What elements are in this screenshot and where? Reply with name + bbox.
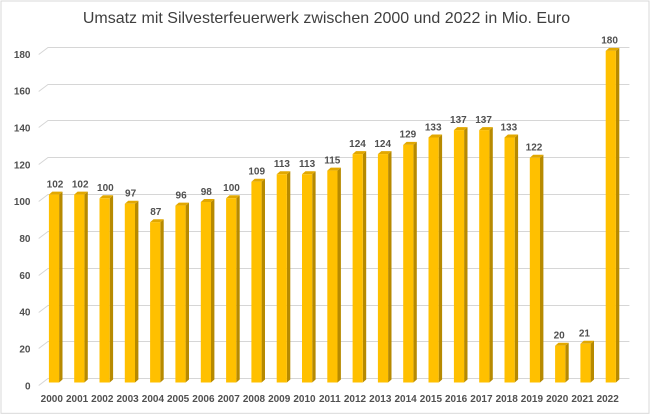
svg-text:2012: 2012 bbox=[344, 394, 367, 405]
svg-text:2006: 2006 bbox=[192, 394, 215, 405]
svg-text:140: 140 bbox=[14, 124, 31, 135]
svg-text:2014: 2014 bbox=[394, 394, 417, 405]
svg-text:2001: 2001 bbox=[66, 394, 89, 405]
svg-text:102: 102 bbox=[47, 179, 64, 190]
svg-text:2005: 2005 bbox=[167, 394, 190, 405]
svg-text:133: 133 bbox=[425, 122, 442, 133]
svg-text:21: 21 bbox=[579, 329, 591, 340]
svg-text:115: 115 bbox=[324, 155, 341, 166]
svg-text:113: 113 bbox=[274, 159, 291, 170]
svg-text:2008: 2008 bbox=[243, 394, 266, 405]
svg-text:137: 137 bbox=[450, 115, 467, 126]
svg-text:2018: 2018 bbox=[496, 394, 519, 405]
svg-text:124: 124 bbox=[349, 139, 366, 150]
svg-text:2009: 2009 bbox=[268, 394, 291, 405]
svg-text:2016: 2016 bbox=[445, 394, 468, 405]
svg-text:20: 20 bbox=[19, 345, 31, 356]
svg-text:2021: 2021 bbox=[571, 394, 594, 405]
svg-text:113: 113 bbox=[299, 159, 316, 170]
svg-text:2019: 2019 bbox=[521, 394, 544, 405]
svg-text:124: 124 bbox=[374, 139, 391, 150]
svg-text:98: 98 bbox=[201, 187, 213, 198]
svg-text:20: 20 bbox=[554, 331, 566, 342]
svg-text:100: 100 bbox=[97, 183, 114, 194]
svg-text:2011: 2011 bbox=[319, 394, 341, 405]
svg-text:2020: 2020 bbox=[546, 394, 569, 405]
svg-text:2002: 2002 bbox=[91, 394, 114, 405]
svg-text:100: 100 bbox=[14, 197, 31, 208]
svg-text:122: 122 bbox=[526, 143, 543, 154]
svg-text:160: 160 bbox=[14, 87, 31, 98]
svg-text:80: 80 bbox=[19, 234, 31, 245]
svg-text:2010: 2010 bbox=[293, 394, 316, 405]
svg-text:2007: 2007 bbox=[218, 394, 241, 405]
svg-text:2022: 2022 bbox=[597, 394, 620, 405]
svg-text:100: 100 bbox=[223, 183, 240, 194]
svg-text:2015: 2015 bbox=[420, 394, 443, 405]
svg-text:120: 120 bbox=[14, 160, 31, 171]
svg-text:40: 40 bbox=[19, 308, 31, 319]
svg-text:96: 96 bbox=[176, 190, 188, 201]
svg-text:102: 102 bbox=[72, 179, 89, 190]
svg-text:109: 109 bbox=[248, 167, 265, 178]
svg-text:2003: 2003 bbox=[116, 394, 139, 405]
svg-text:137: 137 bbox=[475, 115, 492, 126]
svg-text:Umsatz mit Silvesterfeuerwerk: Umsatz mit Silvesterfeuerwerk zwischen 2… bbox=[83, 10, 570, 27]
svg-text:2017: 2017 bbox=[470, 394, 493, 405]
svg-text:133: 133 bbox=[500, 122, 517, 133]
svg-text:87: 87 bbox=[150, 207, 162, 218]
svg-text:180: 180 bbox=[601, 36, 618, 47]
svg-text:0: 0 bbox=[25, 381, 31, 392]
svg-text:2004: 2004 bbox=[142, 394, 165, 405]
svg-text:2013: 2013 bbox=[369, 394, 392, 405]
svg-text:97: 97 bbox=[125, 189, 137, 200]
svg-text:60: 60 bbox=[19, 271, 31, 282]
svg-text:180: 180 bbox=[14, 50, 31, 61]
svg-text:2000: 2000 bbox=[41, 394, 64, 405]
svg-text:129: 129 bbox=[400, 130, 417, 141]
